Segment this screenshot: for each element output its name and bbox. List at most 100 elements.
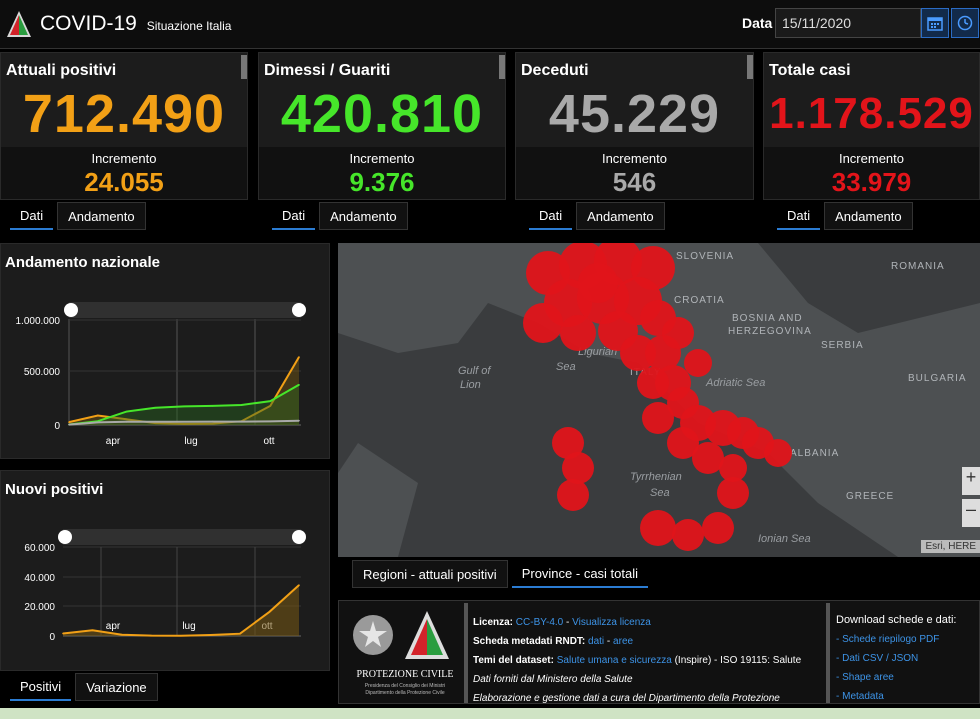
- data-point: [298, 584, 300, 586]
- card-value: 712.490: [22, 84, 226, 144]
- temi-link[interactable]: Salute umana e sicurezza: [556, 655, 672, 666]
- map-sea-label: Gulf of: [458, 365, 491, 377]
- data-point: [68, 421, 70, 423]
- card-title: Attuali positivi: [6, 62, 117, 79]
- data-point: [298, 419, 300, 422]
- data-point: [121, 633, 123, 636]
- card-attuali-positivi: Attuali positivi 712.490 Incremento 24.0…: [0, 52, 248, 200]
- data-point: [183, 423, 185, 425]
- data-point: [68, 423, 70, 426]
- map-label: SERBIA: [821, 340, 864, 351]
- card-increment-area: Incremento 24.055: [1, 147, 247, 199]
- tab-dati[interactable]: Dati: [10, 202, 54, 230]
- temi-rest: (Inspire) - ISO 19115: Salute: [674, 655, 802, 666]
- clock-button[interactable]: [951, 8, 979, 38]
- series-area: [63, 585, 299, 636]
- andamento-nazionale-panel: Andamento nazionale 1.000.000 500.000 0 …: [0, 243, 330, 459]
- download-link-csv[interactable]: - Dati CSV / JSON: [836, 653, 919, 664]
- data-point: [211, 422, 214, 425]
- data-point: [209, 634, 212, 636]
- nuovi-positivi-chart[interactable]: 60.000 40.000 20.000 0 apr lug ott: [1, 471, 331, 672]
- range-slider-handle-left[interactable]: [64, 303, 78, 317]
- y-tick-label: 1.000.000: [16, 316, 61, 327]
- y-tick-label: 0: [54, 421, 60, 432]
- protezione-civile-emblem-icon: PROTEZIONE CIVILE Presidenza del Consigl…: [353, 611, 453, 696]
- app-subtitle: Situazione Italia: [146, 19, 232, 33]
- tab-dati[interactable]: Dati: [272, 202, 316, 230]
- licenza-label: Licenza:: [473, 617, 514, 628]
- card-increment-area: Incremento 9.376: [259, 147, 505, 199]
- y-tick-label: 60.000: [24, 543, 55, 554]
- data-point: [150, 634, 153, 637]
- y-tick-label: 500.000: [24, 367, 61, 378]
- app-title: COVID-19 Situazione Italia: [40, 12, 231, 36]
- card-increment-label: Incremento: [349, 151, 415, 166]
- tab-andamento[interactable]: Andamento: [576, 202, 665, 230]
- card-scrollbar[interactable]: [747, 55, 753, 79]
- data-point: [211, 420, 214, 423]
- data-point: [240, 404, 243, 406]
- download-link-shape[interactable]: - Shape aree: [836, 672, 894, 683]
- data-point: [96, 414, 99, 417]
- data-point: [298, 356, 300, 358]
- card-increment-label: Incremento: [91, 151, 157, 166]
- metadati-aree-link[interactable]: aree: [613, 636, 634, 647]
- card-scrollbar[interactable]: [241, 55, 247, 79]
- x-tick-label: ott: [263, 436, 274, 447]
- tab-variazione[interactable]: Variazione: [75, 673, 158, 701]
- data-point: [268, 611, 271, 613]
- map-markers-layer[interactable]: [338, 243, 980, 557]
- tab-andamento[interactable]: Andamento: [319, 202, 408, 230]
- download-link-metadata[interactable]: - Metadata: [836, 691, 884, 702]
- tab-positivi[interactable]: Positivi: [10, 673, 72, 701]
- map-sea-label: Sea: [650, 487, 670, 499]
- andamento-nazionale-chart[interactable]: 1.000.000 500.000 0 apr lug ott: [1, 244, 331, 460]
- data-point: [62, 632, 64, 635]
- tab-dati[interactable]: Dati: [529, 202, 573, 230]
- card-increment-value: 546: [612, 167, 657, 197]
- metadati-dati-link[interactable]: dati: [588, 636, 605, 647]
- data-point: [183, 405, 185, 408]
- chart-title: Nuovi positivi: [5, 481, 104, 498]
- tab-andamento[interactable]: Andamento: [824, 202, 913, 230]
- tab-regioni-attuali-positivi[interactable]: Regioni - attuali positivi: [352, 560, 508, 588]
- data-point: [211, 405, 214, 407]
- visualizza-licenza-link[interactable]: Visualizza licenza: [572, 617, 651, 628]
- card-scrollbar[interactable]: [499, 55, 505, 79]
- card-increment-value: 24.055: [84, 167, 164, 197]
- map-attribution[interactable]: Esri, HERE: [921, 540, 980, 553]
- map-sea-label: Ionian Sea: [758, 533, 811, 545]
- x-tick-label: apr: [106, 621, 121, 632]
- map-label: CROATIA: [674, 295, 725, 306]
- range-slider-handle-right[interactable]: [292, 303, 306, 317]
- card-tabs-attuali: Dati Andamento: [10, 202, 146, 230]
- map-view[interactable]: SLOVENIA CROATIA ROMANIA BOSNIA AND HERZ…: [338, 243, 980, 557]
- map-sea-label: Ligurian: [578, 346, 618, 358]
- card-dimessi-guariti: Dimessi / Guariti 420.810 Incremento 9.3…: [258, 52, 506, 200]
- chart2-tabs: Positivi Variazione: [10, 673, 158, 701]
- card-tabs-deceduti: Dati Andamento: [529, 202, 665, 230]
- data-point: [269, 420, 272, 423]
- download-scrollbar[interactable]: [826, 603, 830, 703]
- gestione-text: Elaborazione e gestione dati a cura del …: [473, 693, 780, 704]
- map-tabs: Regioni - attuali positivi Province - ca…: [352, 560, 649, 588]
- range-slider-handle-right[interactable]: [292, 530, 306, 544]
- info-scrollbar[interactable]: [464, 603, 468, 703]
- date-input[interactable]: [775, 8, 921, 38]
- download-link-pdf[interactable]: - Schede riepilogo PDF: [836, 634, 940, 645]
- tab-dati[interactable]: Dati: [777, 202, 821, 230]
- data-point: [125, 410, 128, 413]
- card-increment-value: 33.979: [831, 167, 912, 197]
- x-tick-label: lug: [182, 621, 195, 632]
- range-slider-handle-left[interactable]: [58, 530, 72, 544]
- zoom-out-button[interactable]: –: [962, 499, 980, 527]
- protezione-civile-logo-icon: [7, 11, 31, 37]
- licenza-link[interactable]: CC-BY-4.0: [515, 617, 564, 628]
- date-label: Data: [742, 15, 773, 31]
- map-label: BOSNIA AND: [732, 313, 803, 324]
- tab-andamento[interactable]: Andamento: [57, 202, 146, 230]
- calendar-button[interactable]: [921, 8, 949, 38]
- card-tabs-totale: Dati Andamento: [777, 202, 913, 230]
- zoom-in-button[interactable]: +: [962, 467, 980, 495]
- tab-province-casi-totali[interactable]: Province - casi totali: [511, 560, 649, 588]
